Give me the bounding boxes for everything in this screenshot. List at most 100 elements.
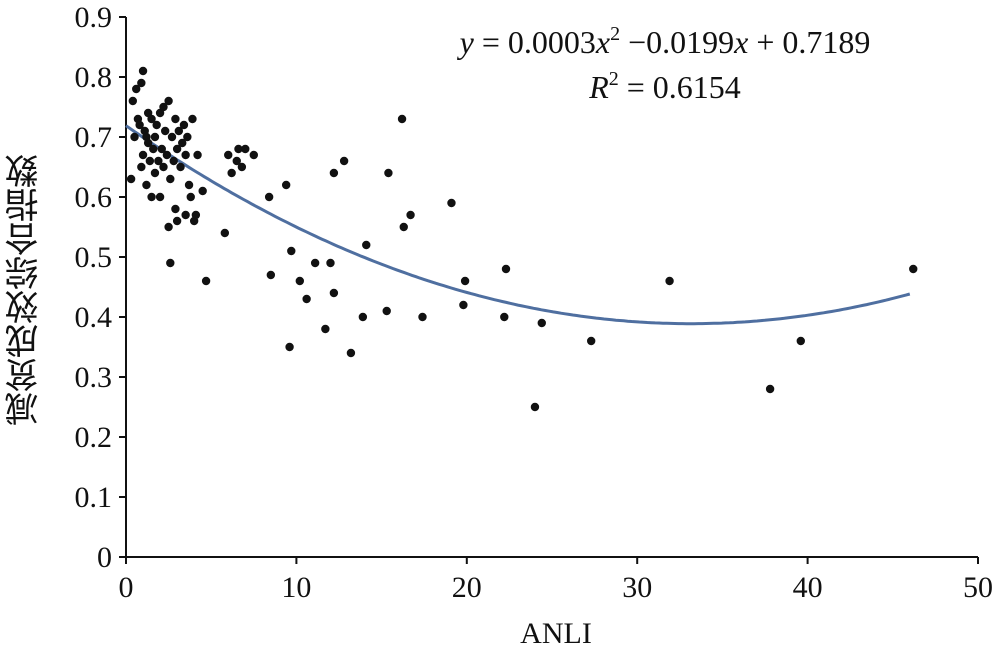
x-tick-label: 20 (452, 571, 482, 604)
data-point (178, 138, 187, 148)
data-points (126, 66, 918, 412)
data-point (406, 210, 415, 220)
data-point (154, 156, 163, 166)
data-point (326, 258, 335, 268)
y-axis-title: 减贫成效综合指数 (5, 154, 45, 426)
data-point (232, 156, 241, 166)
y-tick-label: 0.9 (75, 1, 113, 34)
data-point (765, 384, 775, 394)
data-point (152, 120, 161, 130)
data-point (183, 132, 192, 142)
data-point (169, 156, 178, 166)
data-point (384, 168, 393, 178)
data-point (176, 162, 185, 172)
data-point (143, 138, 153, 148)
data-point (227, 168, 236, 178)
x-axis-title: ANLI (520, 617, 592, 650)
eq-part-b: −0.0199 (620, 24, 734, 60)
data-point (164, 96, 173, 106)
eq-part-a: = 0.0003 (474, 24, 596, 60)
data-point (310, 258, 320, 268)
eq-x1: x (595, 24, 610, 60)
r-value: = 0.6154 (619, 69, 741, 105)
y-ticks: 0 0.1 0.2 0.3 0.4 0.5 0.6 0.7 0.8 0.9 (75, 1, 126, 574)
data-point (796, 336, 805, 346)
data-point (162, 150, 172, 160)
data-point (184, 180, 194, 190)
data-point (164, 222, 173, 232)
data-point (171, 204, 180, 214)
data-point (166, 258, 175, 268)
data-point (181, 150, 190, 160)
data-point (460, 276, 470, 286)
data-point (174, 126, 184, 136)
data-point (128, 96, 138, 106)
data-point (397, 114, 407, 124)
data-point (155, 192, 165, 202)
y-tick-label: 0.3 (75, 361, 113, 394)
data-point (249, 150, 258, 160)
data-point (399, 222, 408, 232)
y-tick-label: 0.1 (75, 481, 113, 514)
data-point (358, 312, 368, 322)
x-tick-label: 50 (963, 571, 993, 604)
data-point (135, 120, 144, 130)
y-tick-label: 0.2 (75, 421, 113, 454)
data-point (909, 264, 918, 274)
data-point (329, 168, 339, 178)
data-point (329, 288, 339, 298)
data-point (171, 114, 180, 124)
data-point (586, 336, 596, 346)
y-tick-label: 0.6 (75, 181, 113, 214)
data-point (295, 276, 305, 286)
trendline (125, 124, 911, 326)
data-point (157, 144, 166, 154)
data-point (382, 306, 391, 316)
data-point (159, 162, 168, 172)
data-point (142, 180, 151, 190)
data-point (418, 312, 427, 322)
data-point (130, 132, 139, 142)
axes (125, 17, 978, 558)
x-tick-label: 30 (622, 571, 652, 604)
data-point (346, 348, 356, 358)
data-point (147, 192, 156, 202)
data-point (459, 300, 468, 310)
x-tick-label: 0 (119, 571, 134, 604)
data-point (234, 144, 243, 154)
y-tick-label: 0.8 (75, 61, 113, 94)
data-point (665, 276, 674, 286)
y-tick-label: 0.5 (75, 241, 113, 274)
r-sup: 2 (609, 68, 619, 90)
data-point (500, 312, 509, 322)
data-point (287, 246, 296, 256)
data-point (281, 180, 291, 190)
data-point (126, 174, 136, 184)
data-point (132, 84, 141, 94)
data-point (160, 126, 170, 136)
x-tick-label: 10 (281, 571, 311, 604)
data-point (339, 156, 349, 166)
data-point (150, 168, 160, 178)
data-point (149, 144, 158, 154)
data-point (181, 210, 190, 220)
data-point (137, 78, 146, 88)
data-point (138, 150, 148, 160)
data-point (186, 192, 195, 202)
data-point (224, 150, 233, 160)
eq-part-c: + 0.7189 (748, 24, 870, 60)
data-point (530, 402, 540, 412)
data-point (198, 186, 207, 196)
data-point (321, 324, 330, 334)
data-point (220, 228, 230, 238)
data-point (264, 192, 274, 202)
data-point (191, 210, 201, 220)
data-point (501, 264, 511, 274)
x-tick-label: 40 (793, 571, 823, 604)
data-point (166, 174, 175, 184)
y-tick-label: 0 (97, 541, 112, 574)
data-point (193, 150, 202, 160)
eq-x2: x (733, 24, 748, 60)
data-point (266, 270, 276, 280)
eq-y: y (457, 24, 475, 60)
